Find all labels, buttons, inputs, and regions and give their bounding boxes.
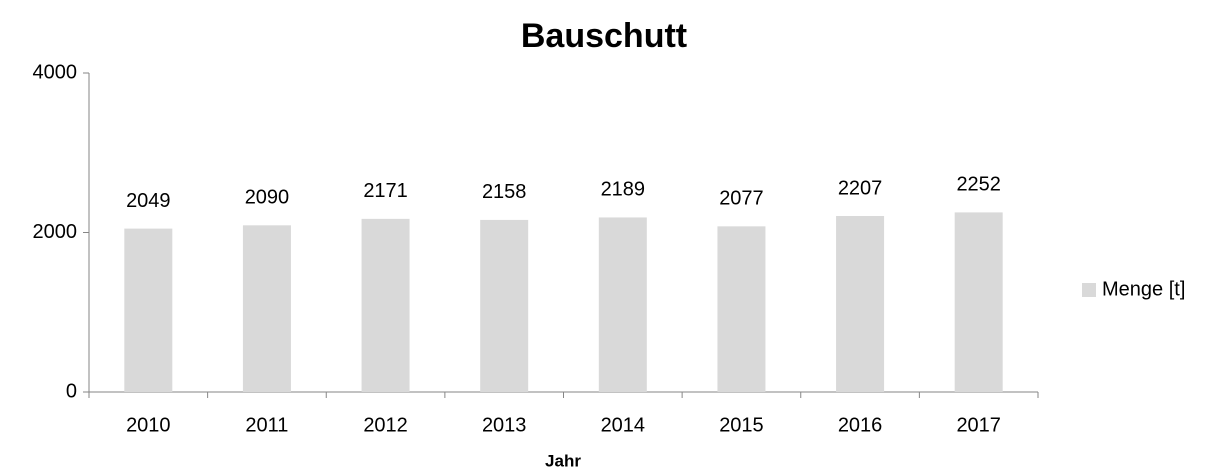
data-label: 2252: [956, 174, 1001, 196]
data-label: 2049: [126, 190, 171, 212]
chart-title: Bauschutt: [521, 17, 687, 55]
x-tick-label: 2013: [482, 414, 527, 436]
bar: [836, 215, 885, 392]
bar: [717, 226, 766, 392]
y-tick-label: 4000: [33, 61, 78, 83]
x-tick-label: 2010: [126, 414, 171, 436]
bar: [124, 228, 173, 392]
bar: [361, 218, 410, 392]
bar: [954, 212, 1003, 392]
data-label: 2077: [719, 188, 764, 210]
data-label: 2207: [838, 177, 883, 199]
bar: [480, 219, 529, 392]
bar: [242, 225, 291, 392]
legend-swatch: [1082, 283, 1096, 297]
bar: [598, 217, 647, 392]
x-axis-label: Jahr: [545, 451, 581, 470]
x-tick-label: 2015: [719, 414, 764, 436]
data-label: 2171: [363, 180, 408, 202]
y-tick-label: 2000: [33, 221, 78, 243]
x-tick-label: 2011: [245, 414, 288, 436]
data-label: 2158: [482, 181, 527, 203]
x-tick-label: 2017: [956, 414, 1001, 436]
x-tick-label: 2016: [838, 414, 883, 436]
data-label: 2090: [245, 187, 290, 209]
x-tick-label: 2014: [601, 414, 646, 436]
y-tick-label: 0: [66, 380, 77, 402]
data-label: 2189: [601, 179, 646, 201]
x-tick-label: 2012: [363, 414, 408, 436]
legend-label: Menge [t]: [1102, 278, 1185, 300]
